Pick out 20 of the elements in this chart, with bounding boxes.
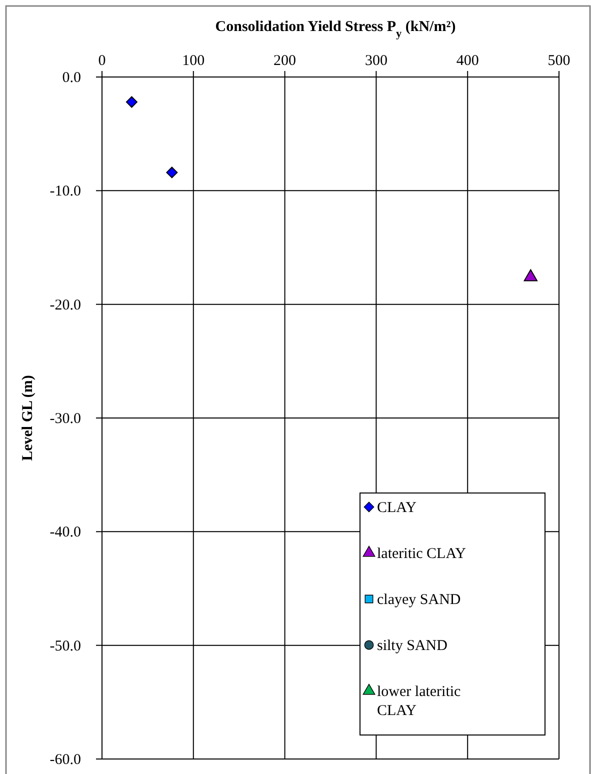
y-tick-label: -10.0 xyxy=(50,184,81,200)
x-tick-label: 300 xyxy=(364,53,388,69)
y-tick-label: -30.0 xyxy=(50,411,81,427)
legend-label: CLAY xyxy=(377,500,417,516)
legend-label: silty SAND xyxy=(377,638,448,654)
y-tick-label: -60.0 xyxy=(50,752,81,768)
x-axis-title: Consolidation Yield Stress P$_{y}$ (kN/m²) xyxy=(215,19,456,40)
y-tick-label: -40.0 xyxy=(50,524,81,541)
x-tick-label: 0 xyxy=(98,53,106,69)
legend-label: lateritic CLAY xyxy=(377,546,466,562)
x-tick-label: 500 xyxy=(548,53,570,69)
x-tick-label: 400 xyxy=(456,53,479,69)
y-axis-title: Level GL (m) xyxy=(20,375,36,461)
x-tick-label: 100 xyxy=(182,53,205,69)
legend-label: clayey SAND xyxy=(377,592,461,608)
y-tick-label: -20.0 xyxy=(50,297,81,314)
legend-label: lower lateritic CLAY xyxy=(377,684,462,719)
y-tick-label: 0.0 xyxy=(62,70,81,86)
x-tick-label: 200 xyxy=(274,53,296,69)
y-tick-label: -50.0 xyxy=(50,638,81,654)
